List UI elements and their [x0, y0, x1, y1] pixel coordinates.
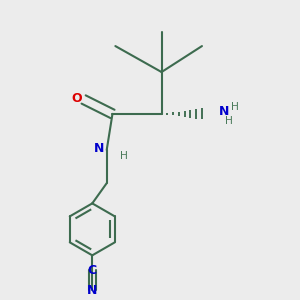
Text: H: H: [225, 116, 233, 126]
Text: H: H: [231, 102, 239, 112]
Text: C: C: [88, 264, 97, 277]
Text: N: N: [87, 284, 98, 297]
Text: N: N: [218, 104, 229, 118]
Text: O: O: [71, 92, 82, 104]
Text: N: N: [94, 142, 105, 155]
Text: H: H: [119, 151, 128, 161]
